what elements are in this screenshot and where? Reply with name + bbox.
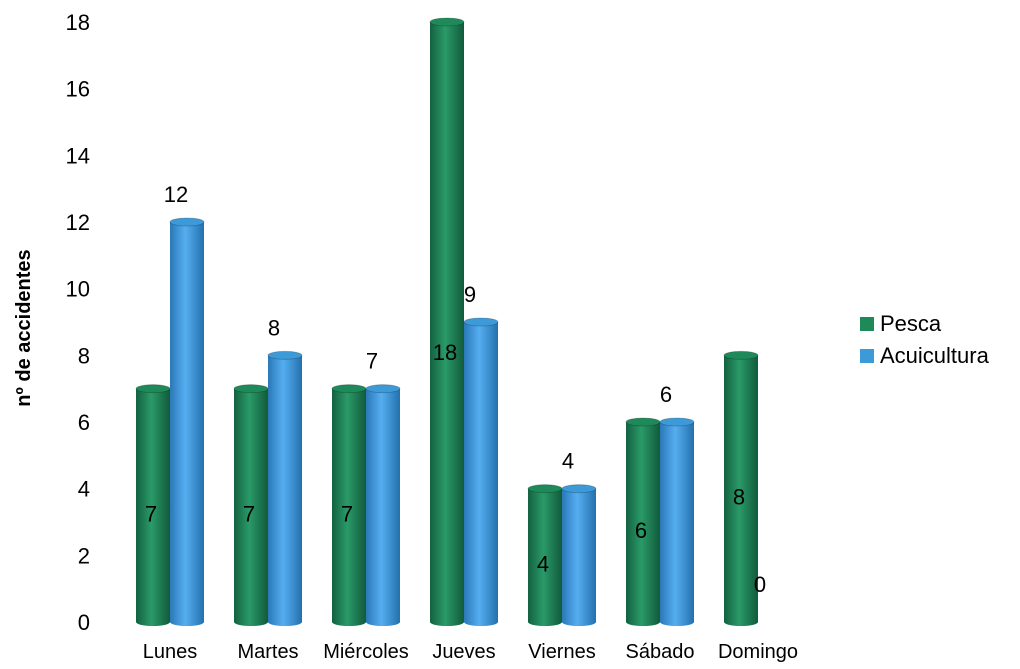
x-tick-label: Sábado [626, 641, 695, 663]
bar-body [660, 422, 694, 622]
legend-label-pesca: Pesca [880, 311, 942, 336]
bar-base [724, 618, 758, 626]
data-label: 4 [562, 449, 574, 474]
data-label: 8 [268, 315, 280, 340]
x-axis: Lunes Martes Miércoles Jueves Viernes Sábado D… [143, 641, 798, 663]
data-label: 7 [145, 501, 157, 526]
bar-top [233, 384, 269, 394]
x-tick-label: Viernes [528, 641, 595, 663]
bar-base [464, 618, 498, 626]
legend-swatch-acuicultura [860, 349, 874, 363]
data-label: 7 [243, 501, 255, 526]
y-tick-label: 0 [78, 610, 90, 635]
data-label: 0 [754, 572, 766, 597]
bar-body [626, 422, 660, 622]
bar-base [562, 618, 596, 626]
bar-top [527, 484, 563, 494]
bar-body [724, 355, 758, 622]
bar-body [170, 222, 204, 622]
bar-top [463, 317, 499, 327]
bar [135, 384, 171, 626]
bar-body [528, 488, 562, 622]
y-axis: 0 2 4 6 8 10 12 14 16 18 [66, 10, 90, 635]
bar-body [464, 322, 498, 622]
x-tick-label: Martes [237, 641, 298, 663]
bar [723, 350, 759, 626]
data-labels: 7 7 7 18 4 6 8 12 8 7 9 4 6 0 [145, 182, 766, 597]
bar-top [723, 350, 759, 360]
bar-base [366, 618, 400, 626]
y-axis-label: nº de accidentes [13, 249, 35, 406]
data-label: 9 [464, 282, 476, 307]
bar-body [136, 388, 170, 622]
bar-top [561, 484, 597, 494]
y-tick-label: 8 [78, 343, 90, 368]
x-tick-label: Lunes [143, 641, 198, 663]
x-tick-label: Miércoles [323, 641, 409, 663]
bar-top [267, 350, 303, 360]
bar [365, 384, 401, 626]
data-label: 4 [537, 551, 549, 576]
bar-base [626, 618, 660, 626]
bar-top [169, 217, 205, 227]
y-tick-label: 14 [66, 143, 90, 168]
bar-base [332, 618, 366, 626]
bar-base [660, 618, 694, 626]
bar [429, 17, 465, 626]
legend-label-acuicultura: Acuicultura [880, 343, 989, 368]
bar-base [234, 618, 268, 626]
bar-top [659, 417, 695, 427]
data-label: 8 [733, 485, 745, 510]
bar [331, 384, 367, 626]
y-tick-label: 10 [66, 277, 90, 302]
bar [463, 317, 499, 626]
bar-base [170, 618, 204, 626]
bar-body [234, 388, 268, 622]
x-tick-label: Jueves [432, 641, 495, 663]
bar-top [331, 384, 367, 394]
y-tick-label: 6 [78, 410, 90, 435]
bar-body [366, 388, 400, 622]
legend-item-pesca: Pesca [860, 308, 989, 340]
bar [267, 350, 303, 626]
y-tick-label: 16 [66, 77, 90, 102]
bar-body [268, 355, 302, 622]
data-label: 6 [660, 382, 672, 407]
legend: Pesca Acuicultura [860, 308, 989, 372]
y-tick-label: 2 [78, 543, 90, 568]
bar [625, 417, 661, 626]
y-tick-label: 18 [66, 10, 90, 35]
bar-top [625, 417, 661, 427]
bar-top [135, 384, 171, 394]
bar [561, 484, 597, 626]
data-label: 7 [341, 501, 353, 526]
data-label: 12 [164, 182, 188, 207]
data-label: 7 [366, 349, 378, 374]
bar-body [332, 388, 366, 622]
bar-body [562, 488, 596, 622]
y-tick-label: 12 [66, 210, 90, 235]
bar [233, 384, 269, 626]
bar [527, 484, 563, 626]
bar-base [136, 618, 170, 626]
bar-body [430, 22, 464, 622]
legend-swatch-pesca [860, 317, 874, 331]
data-label: 6 [635, 518, 647, 543]
bar-base [528, 618, 562, 626]
data-label: 18 [433, 340, 457, 365]
bar [169, 217, 205, 626]
legend-item-acuicultura: Acuicultura [860, 340, 989, 372]
bar-top [365, 384, 401, 394]
bars-layer [135, 17, 759, 626]
x-tick-label: Domingo [718, 641, 798, 663]
bar-top [429, 17, 465, 27]
bar [659, 417, 695, 626]
bar-base [268, 618, 302, 626]
y-tick-label: 4 [78, 477, 90, 502]
bar-base [430, 618, 464, 626]
